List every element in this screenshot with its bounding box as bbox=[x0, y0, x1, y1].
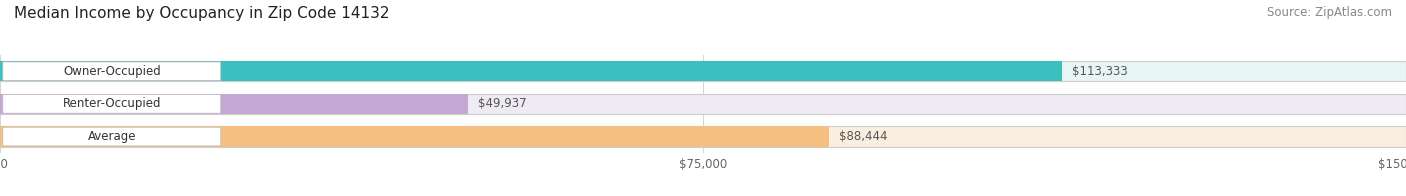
Text: Renter-Occupied: Renter-Occupied bbox=[62, 97, 162, 110]
Text: $88,444: $88,444 bbox=[839, 130, 887, 143]
Bar bbox=[0, 94, 1406, 114]
Bar bbox=[0, 61, 1063, 81]
Text: $49,937: $49,937 bbox=[478, 97, 526, 110]
Text: Median Income by Occupancy in Zip Code 14132: Median Income by Occupancy in Zip Code 1… bbox=[14, 6, 389, 21]
FancyBboxPatch shape bbox=[3, 95, 221, 113]
Bar bbox=[0, 126, 1406, 147]
Bar bbox=[0, 61, 1406, 81]
Text: Average: Average bbox=[87, 130, 136, 143]
Text: $113,333: $113,333 bbox=[1073, 65, 1128, 78]
FancyBboxPatch shape bbox=[3, 62, 221, 81]
Bar bbox=[0, 126, 830, 147]
Text: Source: ZipAtlas.com: Source: ZipAtlas.com bbox=[1267, 6, 1392, 19]
Bar bbox=[0, 94, 468, 114]
Text: Owner-Occupied: Owner-Occupied bbox=[63, 65, 160, 78]
FancyBboxPatch shape bbox=[3, 127, 221, 146]
